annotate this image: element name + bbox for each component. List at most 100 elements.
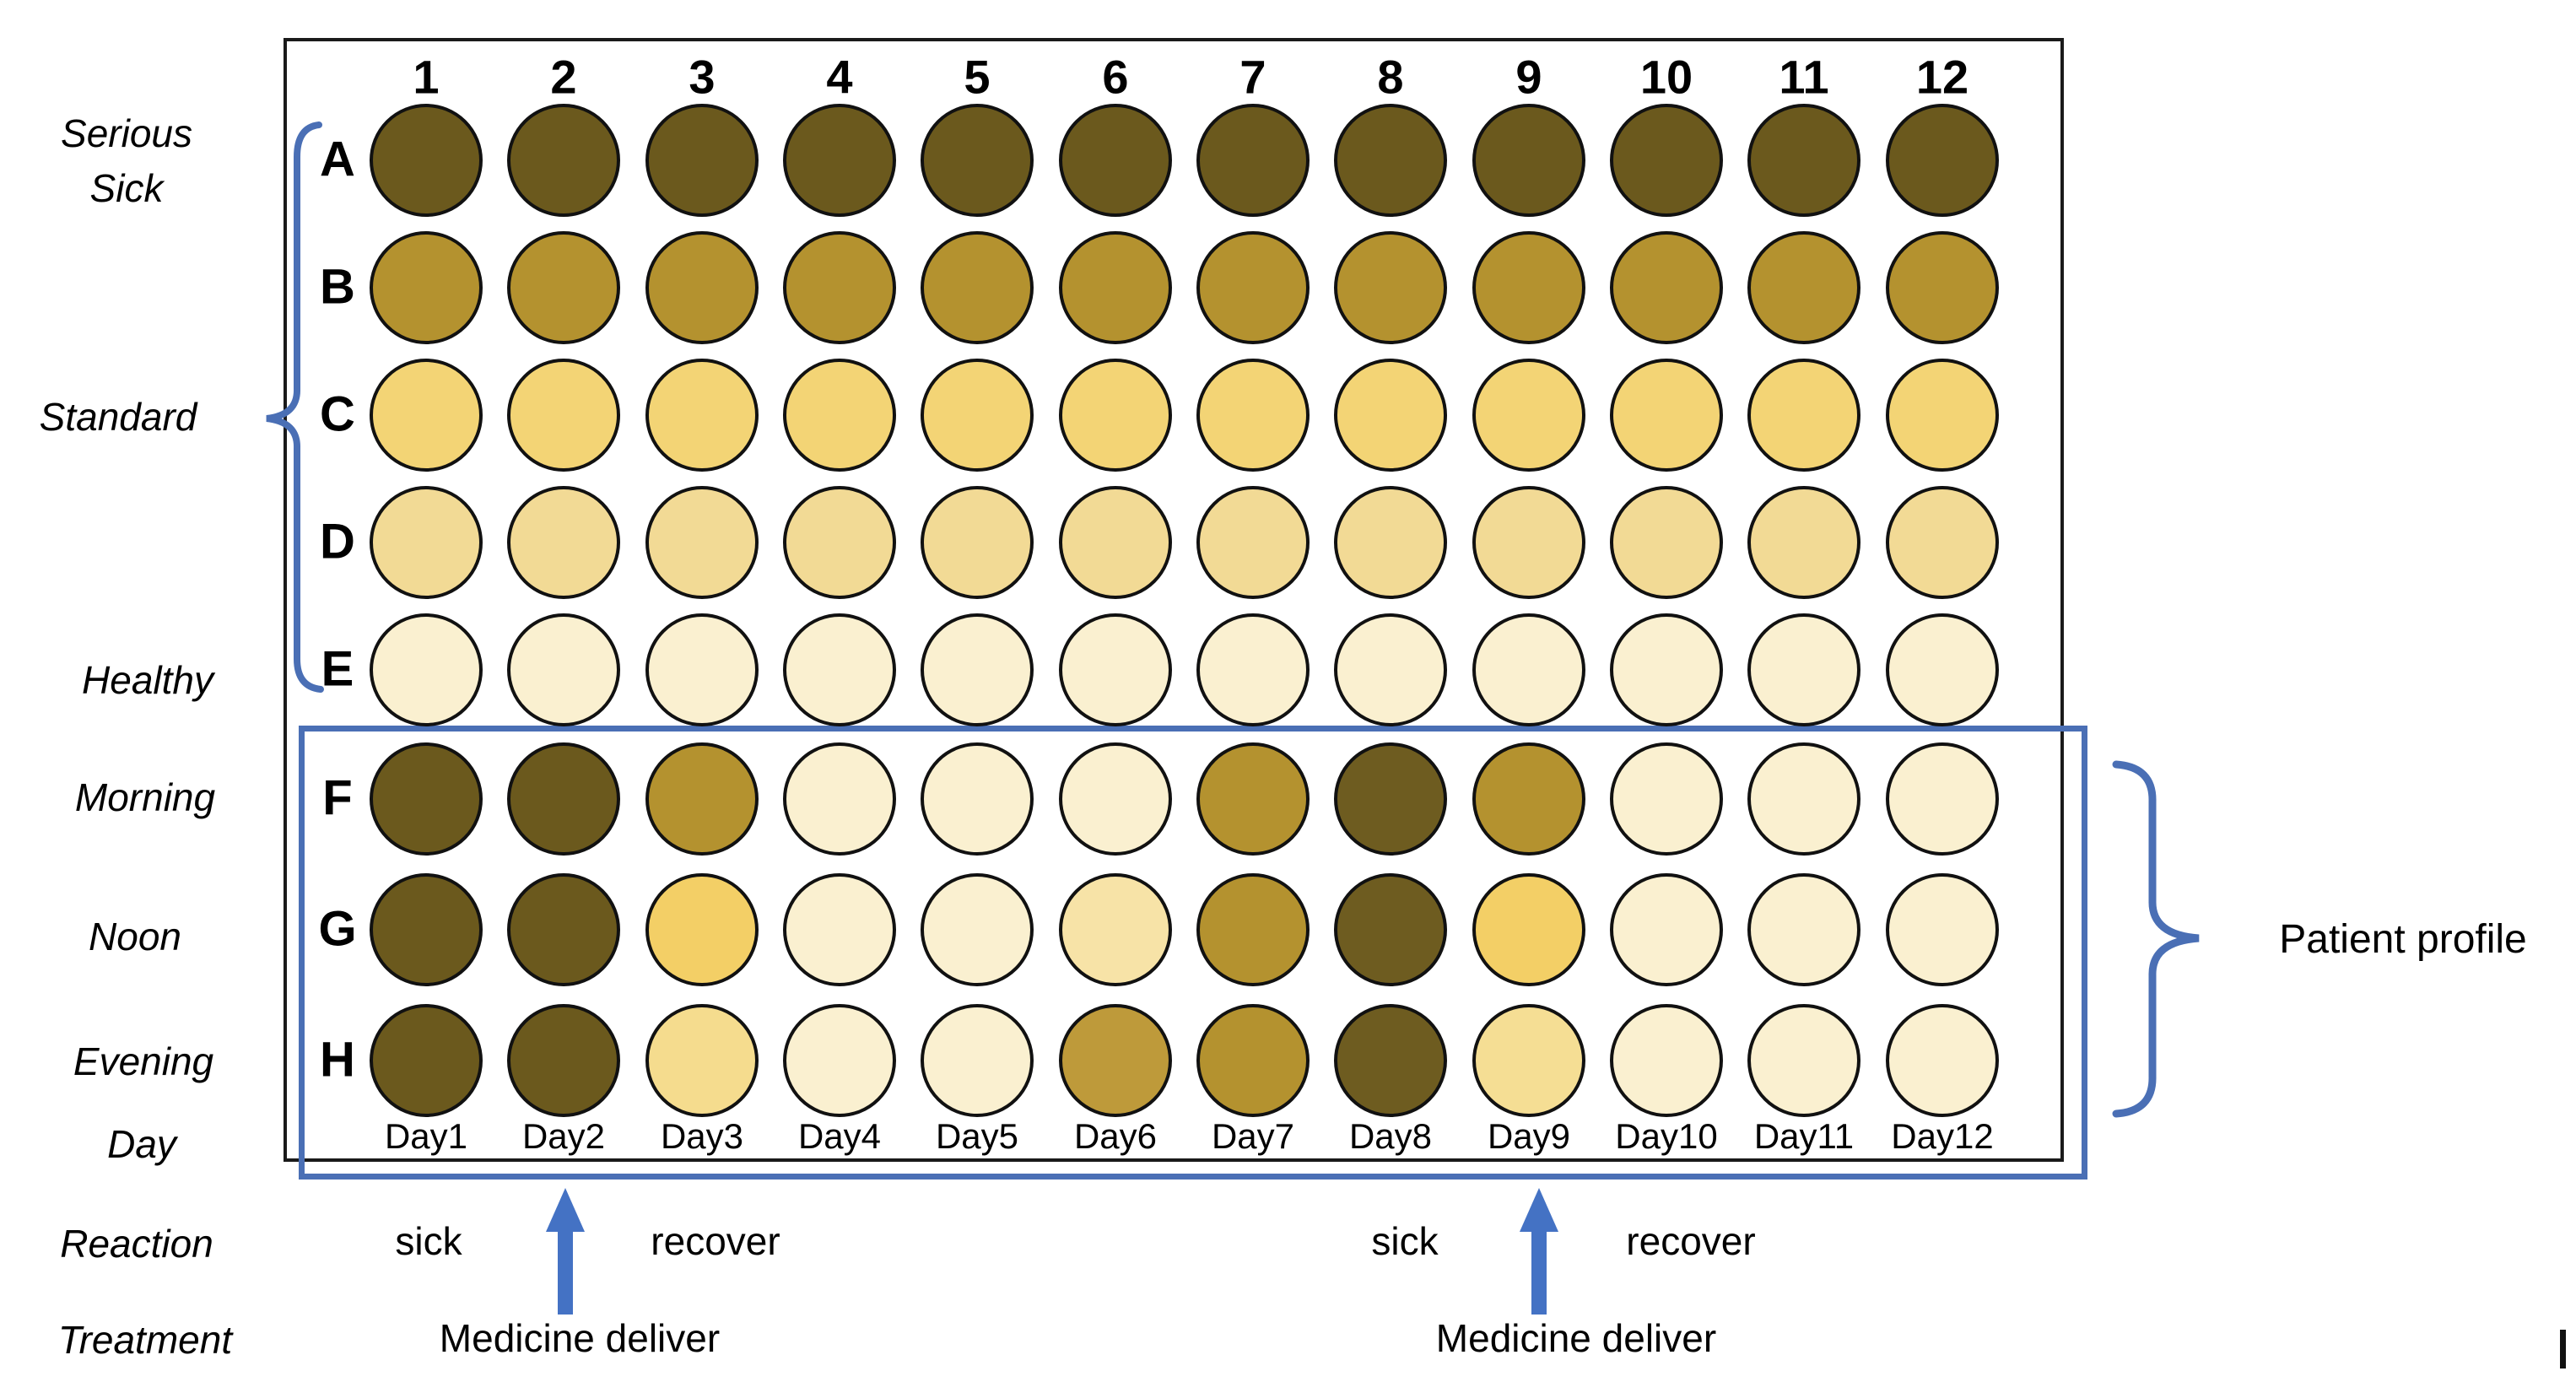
day-axis-label: Day — [107, 1121, 176, 1166]
well-E6 — [1059, 613, 1172, 726]
day-label-11: Day11 — [1753, 1115, 1855, 1156]
evening-label: Evening — [73, 1039, 214, 1083]
well-G10 — [1610, 873, 1723, 986]
row-letter-D: D — [320, 514, 355, 570]
row-letter-A: A — [320, 132, 355, 187]
well-D10 — [1610, 486, 1723, 599]
well-C5 — [921, 359, 1034, 472]
column-number-7: 7 — [1239, 50, 1266, 104]
recover-label-2: recover — [1626, 1218, 1756, 1263]
column-number-2: 2 — [550, 50, 577, 104]
well-D6 — [1059, 486, 1172, 599]
well-C8 — [1334, 359, 1447, 472]
well-F9 — [1472, 742, 1585, 856]
well-E11 — [1747, 613, 1860, 726]
well-B8 — [1334, 231, 1447, 344]
serious-sick-label-line1: Serious — [61, 111, 192, 155]
well-H4 — [783, 1004, 896, 1117]
medicine-arrow-1-head-icon — [546, 1188, 585, 1232]
patient-profile-brace — [2112, 760, 2200, 1118]
well-C3 — [645, 359, 759, 472]
well-E8 — [1334, 613, 1447, 726]
row-letter-C: C — [320, 386, 355, 442]
day-label-7: Day7 — [1211, 1115, 1295, 1156]
well-H5 — [921, 1004, 1034, 1117]
well-D11 — [1747, 486, 1860, 599]
column-number-11: 11 — [1779, 50, 1829, 104]
well-E1 — [370, 613, 483, 726]
well-H1 — [370, 1004, 483, 1117]
day-label-3: Day3 — [660, 1115, 744, 1156]
well-E9 — [1472, 613, 1585, 726]
well-C2 — [507, 359, 620, 472]
row-letter-B: B — [320, 259, 355, 315]
well-A11 — [1747, 104, 1860, 217]
well-E7 — [1196, 613, 1310, 726]
sick-label-2: sick — [1371, 1218, 1439, 1263]
healthy-label: Healthy — [82, 657, 213, 702]
well-E4 — [783, 613, 896, 726]
well-G6 — [1059, 873, 1172, 986]
well-G9 — [1472, 873, 1585, 986]
well-F4 — [783, 742, 896, 856]
column-number-12: 12 — [1915, 50, 1969, 104]
well-H3 — [645, 1004, 759, 1117]
well-D12 — [1886, 486, 1999, 599]
well-G3 — [645, 873, 759, 986]
well-D5 — [921, 486, 1034, 599]
day-label-10: Day10 — [1615, 1115, 1718, 1156]
well-G5 — [921, 873, 1034, 986]
well-A12 — [1886, 104, 1999, 217]
day-label-5: Day5 — [935, 1115, 1019, 1156]
well-C4 — [783, 359, 896, 472]
well-D8 — [1334, 486, 1447, 599]
column-number-10: 10 — [1639, 50, 1693, 104]
well-D3 — [645, 486, 759, 599]
well-F5 — [921, 742, 1034, 856]
row-letter-G: G — [318, 901, 357, 957]
medicine-arrow-2-head-icon — [1520, 1188, 1558, 1232]
day-label-6: Day6 — [1073, 1115, 1158, 1156]
treatment-axis-label: Treatment — [57, 1317, 233, 1362]
well-B7 — [1196, 231, 1310, 344]
patient-profile-label: Patient profile — [2279, 916, 2527, 962]
well-C7 — [1196, 359, 1310, 472]
medicine-deliver-label-1: Medicine deliver — [439, 1315, 721, 1360]
well-B1 — [370, 231, 483, 344]
row-letter-H: H — [320, 1032, 355, 1088]
well-H7 — [1196, 1004, 1310, 1117]
well-C6 — [1059, 359, 1172, 472]
well-E12 — [1886, 613, 1999, 726]
well-B9 — [1472, 231, 1585, 344]
well-C11 — [1747, 359, 1860, 472]
standard-label: Standard — [39, 394, 197, 439]
well-F10 — [1610, 742, 1723, 856]
well-A6 — [1059, 104, 1172, 217]
column-number-6: 6 — [1102, 50, 1129, 104]
patient-section-outline — [299, 726, 2087, 1180]
sick-label-1: sick — [395, 1218, 462, 1263]
noon-label: Noon — [89, 914, 181, 958]
well-H11 — [1747, 1004, 1860, 1117]
row-letter-F: F — [322, 770, 353, 826]
day-label-1: Day1 — [384, 1115, 468, 1156]
well-F7 — [1196, 742, 1310, 856]
well-F12 — [1886, 742, 1999, 856]
well-A4 — [783, 104, 896, 217]
serious-sick-label-line2: Sick — [89, 165, 164, 210]
well-C1 — [370, 359, 483, 472]
well-A7 — [1196, 104, 1310, 217]
well-B6 — [1059, 231, 1172, 344]
well-B11 — [1747, 231, 1860, 344]
column-number-9: 9 — [1515, 50, 1542, 104]
well-H2 — [507, 1004, 620, 1117]
day-label-8: Day8 — [1348, 1115, 1433, 1156]
well-H9 — [1472, 1004, 1585, 1117]
well-H10 — [1610, 1004, 1723, 1117]
well-A5 — [921, 104, 1034, 217]
well-F8 — [1334, 742, 1447, 856]
well-B4 — [783, 231, 896, 344]
well-E3 — [645, 613, 759, 726]
day-label-9: Day9 — [1487, 1115, 1571, 1156]
row-letter-E: E — [321, 641, 354, 697]
